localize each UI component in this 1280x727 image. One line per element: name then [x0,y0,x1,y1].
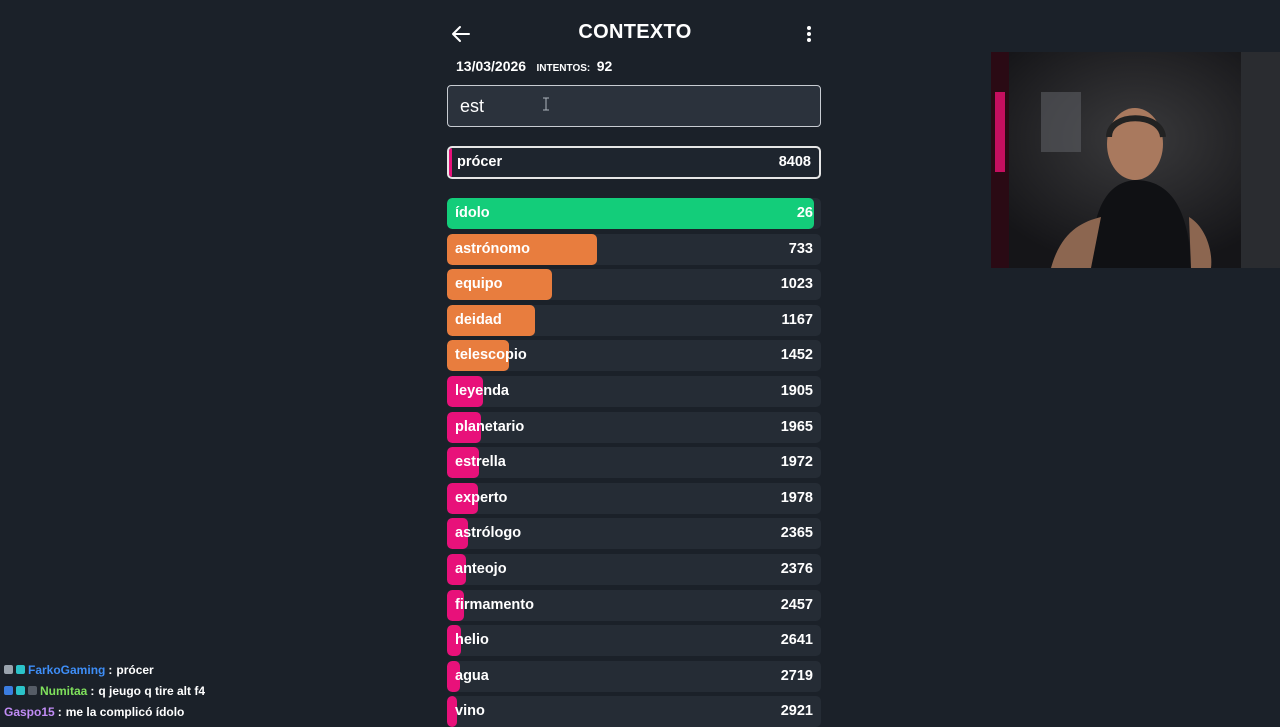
guess-rank: 1972 [780,454,813,471]
guess-rank: 26 [796,205,813,221]
guess-word: leyenda [455,383,509,399]
attempts-count: 92 [596,58,613,74]
last-guess-rank: 8408 [778,154,811,170]
proximity-bar [447,447,479,479]
webcam-overlay [991,52,1280,268]
guess-row[interactable]: planetario 1965 [447,411,821,443]
top-bar: CONTEXTO [446,14,824,54]
guess-word: astrónomo [455,240,530,257]
proximity-bar [447,340,509,372]
chat-username[interactable]: FarkoGaming [28,662,106,677]
proximity-bar [447,554,467,585]
last-guess-row[interactable]: prócer 8408 [447,146,821,179]
guess-row[interactable]: astrólogo 2365 [447,518,821,550]
page-title: CONTEXTO [578,21,692,43]
guess-word: helio [455,632,489,649]
guess-word: vino [455,703,485,720]
guess-row[interactable]: estrella 1972 [447,447,821,479]
proximity-bar [447,589,465,621]
guess-word: equipo [455,276,503,293]
guess-row[interactable]: helio 2641 [447,625,821,657]
proximity-bar [447,482,479,514]
back-arrow-icon[interactable] [448,22,474,46]
guess-rank: 1965 [780,418,813,435]
chat-text: prócer [116,662,154,677]
chat-badge-icon [16,686,25,695]
proximity-bar [447,518,468,550]
chat-text: q jeugo q tire alt f4 [98,683,206,698]
guess-rank: 1167 [781,311,813,328]
guess-row[interactable]: equipo 1023 [447,269,821,301]
game-info: 13/03/2026 INTENTOS: 92 [456,58,612,78]
guess-word: deidad [455,311,502,328]
more-vertical-icon[interactable] [802,22,816,46]
guess-row[interactable]: telescopio 1452 [447,340,821,372]
guess-input[interactable] [447,85,821,127]
guess-row[interactable]: agua 2719 [447,660,821,692]
guess-rank: 2376 [780,561,813,577]
chat-message: Gaspo15: me la complicó ídolo [4,701,434,722]
guess-rank: 2719 [780,667,813,684]
guess-rank: 733 [788,240,813,257]
guess-row[interactable]: leyenda 1905 [447,376,821,407]
guess-word: estrella [455,454,506,471]
guess-rank: 2457 [780,596,813,613]
stream-chat: FarkoGaming: prócer Numitaa: q jeugo q tire… [4,659,434,722]
guess-word: astrólogo [455,525,522,542]
proximity-bar [447,660,460,692]
last-guess-word: prócer [457,154,503,170]
chat-username[interactable]: Numitaa [40,683,88,698]
guess-rank: 1905 [780,383,813,399]
guess-row[interactable]: experto 1978 [447,482,821,514]
chat-badge-icon [28,686,37,695]
guess-word: anteojo [455,561,507,577]
chat-separator: : [57,704,62,719]
chat-message: FarkoGaming: prócer [4,659,434,680]
guess-word: agua [455,667,489,684]
guess-rank: 1023 [780,276,813,293]
chat-badge-icon [4,686,13,695]
chat-badge-icon [4,665,13,674]
guess-word: experto [455,489,508,506]
chat-badge-icon [16,665,25,674]
guess-word: ídolo [455,205,490,221]
guess-row[interactable]: astrónomo 733 [447,233,821,265]
game-date: 13/03/2026 [456,58,527,74]
guess-row[interactable]: ídolo 26 [447,198,821,229]
guess-rank: 2365 [780,525,813,542]
guess-rank: 2921 [780,703,813,720]
guess-rank: 1452 [780,347,813,364]
proximity-bar [447,696,458,727]
guess-row[interactable]: vino 2921 [447,696,821,727]
guess-rank: 2641 [780,632,813,649]
text-cursor-icon [542,97,550,111]
last-guess-bar [449,148,452,177]
chat-separator: : [90,683,95,698]
proximity-bar [447,304,535,336]
proximity-bar [447,411,481,443]
contexto-app: CONTEXTO 13/03/2026 INTENTOS: 92 prócer … [446,0,824,727]
proximity-bar [447,625,462,657]
proximity-bar [447,198,814,229]
chat-text: me la complicó ídolo [65,704,185,719]
attempts-label: INTENTOS: [536,63,591,74]
guess-word: planetario [455,418,525,435]
guess-word: firmamento [455,596,534,613]
guess-row[interactable]: firmamento 2457 [447,589,821,621]
proximity-bar [447,233,597,265]
guess-rank: 1978 [780,489,813,506]
guess-row[interactable]: deidad 1167 [447,304,821,336]
guess-word: telescopio [455,347,527,364]
chat-username[interactable]: Gaspo15 [4,704,55,719]
chat-separator: : [108,662,113,677]
guess-row[interactable]: anteojo 2376 [447,554,821,585]
chat-message: Numitaa: q jeugo q tire alt f4 [4,680,434,701]
proximity-bar [447,269,552,301]
proximity-bar [447,376,483,407]
